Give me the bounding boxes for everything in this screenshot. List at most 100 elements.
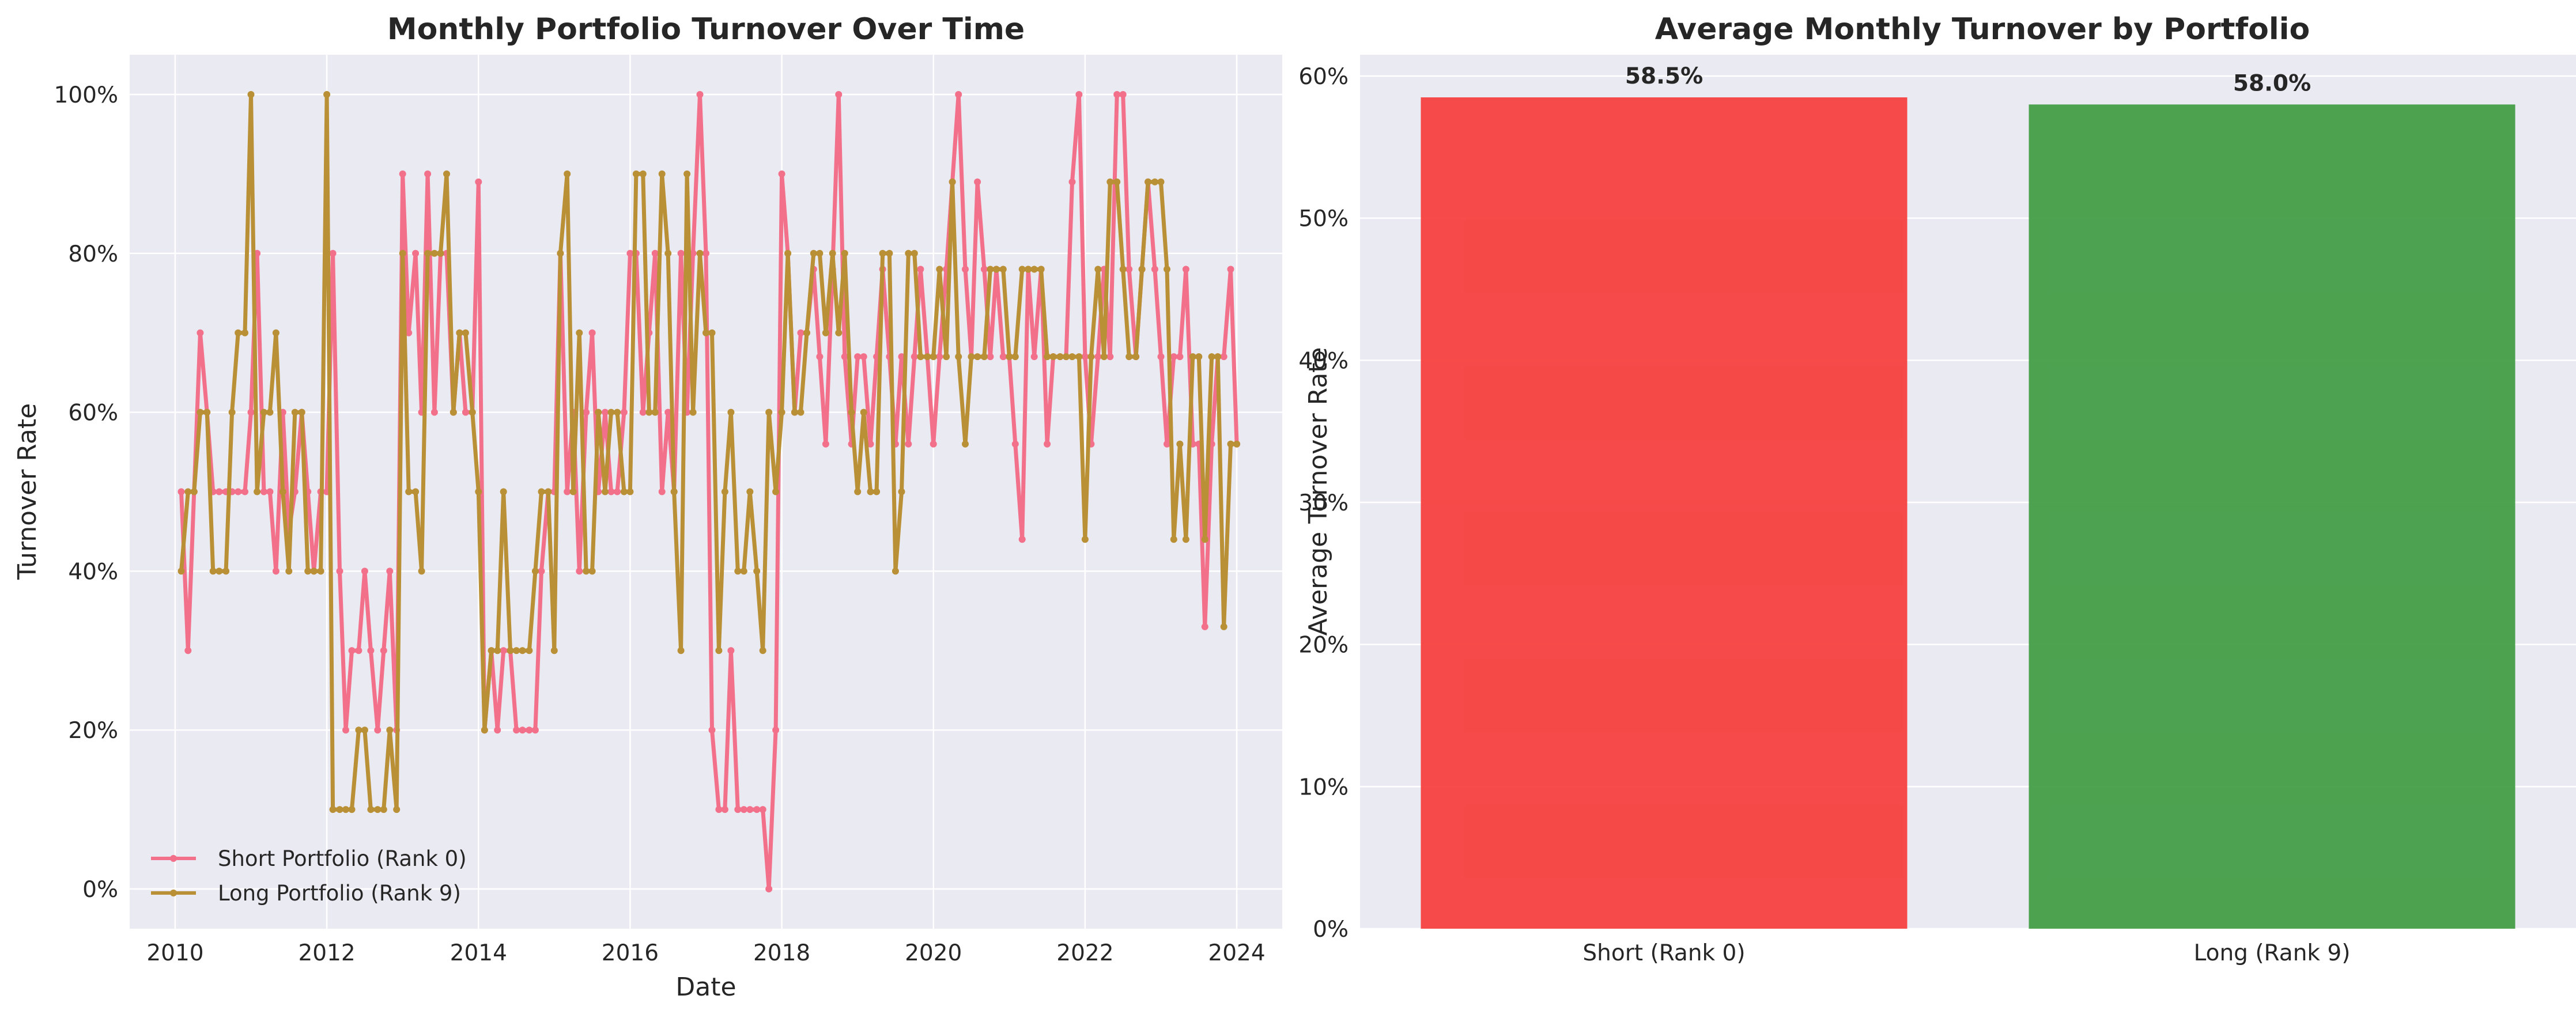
data-point [708, 329, 716, 336]
data-point [1208, 353, 1215, 361]
bar-chart-title: Average Monthly Turnover by Portfolio [1655, 12, 2310, 47]
data-point [784, 249, 792, 257]
data-point [689, 408, 697, 416]
data-point [1044, 440, 1051, 448]
data-point [867, 488, 874, 495]
data-point [992, 266, 1000, 273]
data-point [329, 806, 337, 813]
data-point [1176, 440, 1184, 448]
data-point [291, 408, 299, 416]
data-point [494, 726, 501, 734]
data-point [197, 329, 204, 336]
data-point [753, 806, 761, 813]
line-chart-x-tick-label: 2020 [905, 940, 962, 966]
data-point [980, 353, 988, 361]
bar-chart-y-tick-label: 10% [1298, 774, 1349, 800]
bar-short [1421, 97, 1908, 929]
data-point [399, 249, 406, 257]
data-point [841, 353, 848, 361]
bar-chart-y-tick-label: 0% [1313, 917, 1349, 943]
data-point [677, 249, 685, 257]
data-point [980, 266, 988, 273]
data-point [488, 647, 495, 654]
data-point [235, 488, 242, 495]
data-point [323, 91, 331, 98]
data-point [614, 488, 621, 495]
data-point [602, 408, 609, 416]
data-point [588, 567, 596, 575]
data-point [576, 567, 583, 575]
data-point [310, 567, 318, 575]
data-point [298, 408, 305, 416]
data-point [222, 567, 230, 575]
data-point [361, 726, 368, 734]
data-point [1119, 266, 1127, 273]
data-point [348, 647, 356, 654]
data-point [538, 567, 545, 575]
data-point [519, 647, 526, 654]
data-point [689, 249, 697, 257]
data-point [595, 408, 602, 416]
data-point [557, 249, 564, 257]
data-point [1030, 266, 1038, 273]
data-point [304, 567, 312, 575]
data-point [386, 567, 394, 575]
data-point [241, 488, 248, 495]
data-point [209, 567, 217, 575]
line-chart-y-tick-label: 40% [68, 559, 118, 585]
data-point [177, 567, 185, 575]
data-point [507, 647, 514, 654]
data-point [949, 178, 956, 186]
data-point [355, 726, 362, 734]
line-chart-x-tick-label: 2010 [146, 940, 203, 966]
data-point [987, 266, 994, 273]
data-point [254, 488, 261, 495]
line-chart-y-tick-label: 0% [82, 877, 118, 903]
data-point [1068, 178, 1076, 186]
data-point [607, 408, 615, 416]
data-point [740, 806, 747, 813]
data-point [355, 647, 362, 654]
data-point [1063, 353, 1070, 361]
data-point [203, 408, 211, 416]
series-long [177, 91, 1241, 813]
data-point [342, 806, 349, 813]
bar-chart-y-tick-label: 60% [1298, 64, 1349, 90]
data-point [393, 806, 401, 813]
data-point [475, 178, 482, 186]
data-point [721, 488, 728, 495]
data-point [531, 726, 539, 734]
data-point [816, 353, 824, 361]
data-point [266, 408, 274, 416]
data-point [955, 353, 962, 361]
line-chart-x-axis-label: Date [675, 972, 736, 1002]
data-point [576, 329, 583, 336]
data-point [1106, 353, 1114, 361]
bar-category-label: Short (Rank 0) [1582, 940, 1745, 966]
data-point [898, 353, 905, 361]
line-chart-y-tick-label: 60% [68, 400, 118, 426]
data-point [1106, 178, 1114, 186]
data-point [841, 249, 848, 257]
data-point [677, 647, 685, 654]
data-point [715, 806, 723, 813]
data-point [1233, 440, 1241, 448]
data-point [1025, 266, 1032, 273]
data-point [380, 806, 387, 813]
data-point [639, 408, 647, 416]
data-point [374, 806, 382, 813]
data-point [374, 726, 382, 734]
data-point [911, 249, 918, 257]
data-point [898, 488, 905, 495]
data-point [342, 726, 349, 734]
data-point [564, 488, 571, 495]
data-point [765, 885, 773, 892]
data-point [177, 488, 185, 495]
line-chart-y-tick-label: 100% [54, 82, 119, 108]
legend-long-label: Long Portfolio (Rank 9) [218, 881, 461, 906]
bar-chart-y-tick-label: 30% [1298, 490, 1349, 516]
data-point [583, 408, 590, 416]
line-chart-x-tick-label: 2014 [450, 940, 507, 966]
data-point [526, 726, 533, 734]
